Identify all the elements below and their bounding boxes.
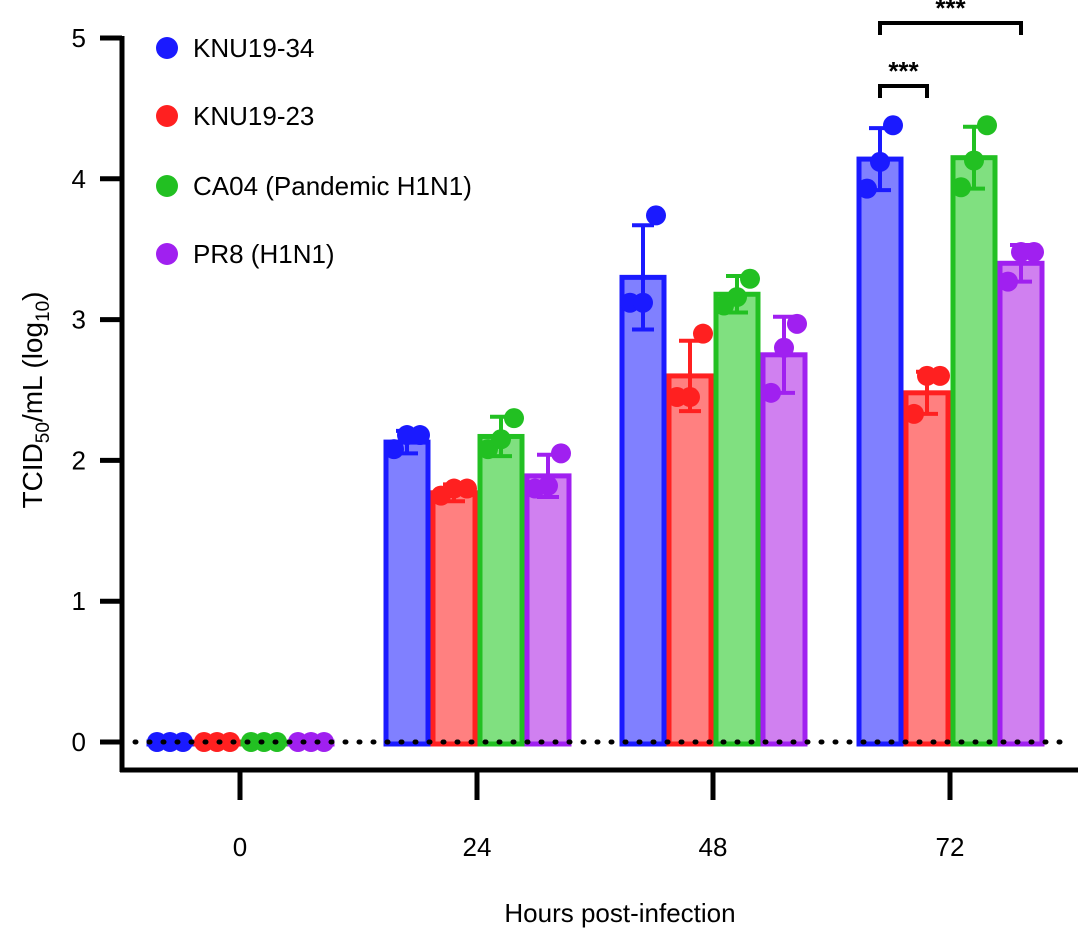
x-tick-label: 24 — [463, 832, 492, 862]
data-point — [551, 443, 571, 464]
x-tick-label: 48 — [699, 832, 728, 862]
legend-label: KNU19-34 — [193, 33, 314, 63]
data-point — [977, 115, 997, 136]
data-point — [964, 150, 984, 171]
bars-layer — [146, 115, 1045, 752]
bar — [430, 490, 478, 747]
y-tick-label: 5 — [72, 23, 86, 53]
x-ticks: 0 24 48 72 — [233, 770, 965, 862]
data-point — [761, 382, 781, 403]
significance-bracket — [878, 84, 929, 98]
data-point — [904, 403, 924, 424]
legend-marker — [156, 105, 178, 127]
y-tick-label: 0 — [72, 727, 86, 757]
legend-marker — [156, 175, 178, 197]
data-point — [870, 151, 890, 172]
data-point — [951, 177, 971, 198]
legend: KNU19-34 KNU19-23 CA04 (Pandemic H1N1) PR8 … — [156, 33, 472, 269]
x-axis-label: Hours post-infection — [504, 898, 735, 928]
y-label-main: TCID — [17, 443, 48, 508]
y-ticks: 0 1 2 3 4 5 — [72, 23, 122, 757]
y-tick-label: 2 — [72, 445, 86, 475]
y-label-sub2: 10 — [33, 301, 54, 322]
bar — [619, 274, 667, 747]
data-point — [384, 439, 404, 460]
legend-marker — [156, 37, 178, 59]
y-label-mid: /mL (log — [17, 322, 48, 422]
data-point — [930, 365, 950, 386]
bar — [760, 352, 808, 747]
data-point — [457, 478, 477, 499]
data-point — [633, 292, 653, 313]
bar — [713, 291, 761, 747]
data-point — [787, 313, 807, 334]
bar — [524, 473, 572, 747]
legend-label: KNU19-23 — [193, 101, 314, 131]
y-tick-label: 1 — [72, 586, 86, 616]
data-point — [220, 732, 240, 752]
significance-label: *** — [888, 56, 919, 86]
data-point — [774, 337, 794, 358]
significance-annotations: *** *** — [878, 0, 1023, 98]
y-label-sub: 50 — [33, 422, 54, 443]
data-point — [680, 387, 700, 408]
significance-label: *** — [935, 0, 966, 23]
data-point — [883, 115, 903, 136]
legend-label: PR8 (H1N1) — [193, 239, 335, 269]
data-point — [693, 323, 713, 344]
bar — [950, 155, 998, 747]
bar — [477, 433, 525, 747]
data-point — [646, 205, 666, 226]
x-tick-label: 0 — [233, 832, 247, 862]
data-point — [314, 732, 334, 752]
y-tick-label: 3 — [72, 305, 86, 335]
bar — [856, 156, 904, 747]
bar — [903, 390, 951, 747]
y-tick-label: 4 — [72, 164, 86, 194]
significance-bracket — [878, 21, 1023, 35]
data-point — [1024, 242, 1044, 263]
legend-marker — [156, 243, 178, 265]
data-point — [410, 425, 430, 446]
y-label-end: ) — [17, 291, 48, 300]
bar — [997, 260, 1045, 747]
data-point — [504, 408, 524, 429]
x-tick-label: 72 — [936, 832, 965, 862]
data-point — [538, 475, 558, 496]
bar — [383, 439, 431, 747]
data-point — [727, 287, 747, 308]
data-point — [491, 429, 511, 450]
bar — [666, 373, 714, 747]
data-point — [857, 178, 877, 199]
legend-label: CA04 (Pandemic H1N1) — [193, 171, 472, 201]
data-point — [740, 268, 760, 289]
y-axis-label: TCID50/mL (log10) — [17, 291, 54, 508]
data-point — [998, 271, 1018, 292]
data-point — [173, 732, 193, 752]
